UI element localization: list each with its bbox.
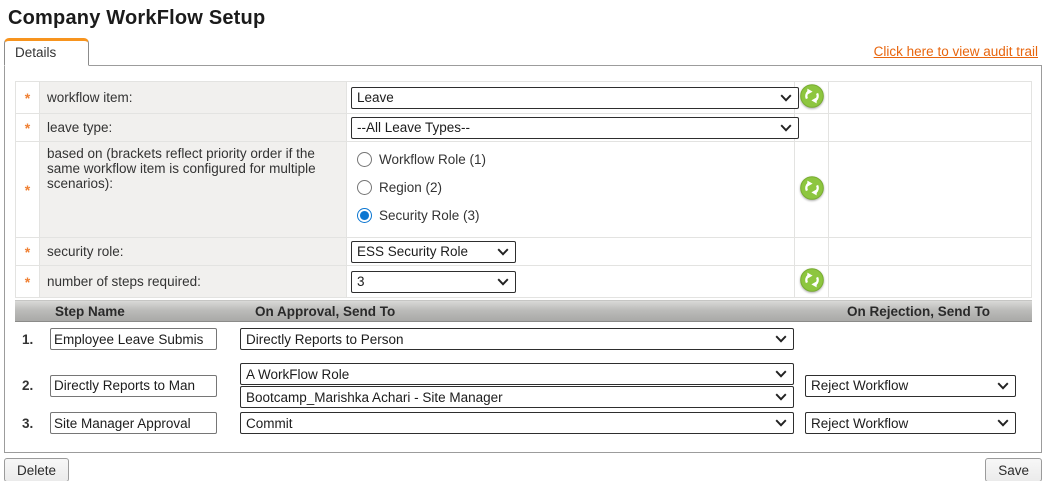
workflow-form: * workflow item: Leave <box>15 81 1032 298</box>
step-1-approval-select[interactable]: Directly Reports to Person <box>240 328 794 350</box>
step-2-approval-role-select[interactable]: Bootcamp_Marishka Achari - Site Manager <box>240 386 794 408</box>
radio-region[interactable]: Region (2) <box>357 180 790 195</box>
step-number: 1. <box>22 331 34 347</box>
radio-workflow-role[interactable]: Workflow Role (1) <box>357 152 790 167</box>
details-panel: * workflow item: Leave <box>4 65 1042 453</box>
form-row-based-on: * based on (brackets reflect priority or… <box>15 141 1032 238</box>
delete-button[interactable]: Delete <box>4 458 70 481</box>
step-1-name-input[interactable] <box>50 328 217 350</box>
form-row-steps-required: * number of steps required: 3 <box>15 265 1032 298</box>
required-asterisk: * <box>24 181 31 198</box>
header-on-rejection: On Rejection, Send To <box>846 303 990 319</box>
audit-trail-link[interactable]: Click here to view audit trail <box>873 44 1038 59</box>
step-row-1: 1. Directly Reports to Person <box>15 328 1032 350</box>
refresh-workflow-item-button[interactable] <box>799 83 825 109</box>
steps-required-select[interactable]: 3 <box>351 270 516 293</box>
page-title: Company WorkFlow Setup <box>8 7 266 29</box>
workflow-item-select[interactable]: Leave <box>351 86 799 109</box>
step-3-name-input[interactable] <box>50 412 217 434</box>
leave-type-label: leave type: <box>47 120 113 135</box>
step-number: 3. <box>22 415 34 431</box>
security-role-select[interactable]: ESS Security Role <box>351 240 516 263</box>
steps-required-label: number of steps required: <box>47 274 201 289</box>
refresh-icon <box>799 84 824 108</box>
save-button[interactable]: Save <box>985 458 1042 481</box>
refresh-icon <box>799 268 824 292</box>
radio-security-role[interactable]: Security Role (3) <box>357 208 790 223</box>
form-row-security-role: * security role: ESS Security Role <box>15 237 1032 266</box>
step-2-approval-select[interactable]: A WorkFlow Role <box>240 363 794 385</box>
action-bar: Delete Save <box>4 458 1042 481</box>
leave-type-select[interactable]: --All Leave Types-- <box>351 116 799 139</box>
tab-details[interactable]: Details <box>4 38 89 66</box>
refresh-steps-button[interactable] <box>799 267 825 293</box>
workflow-item-label: workflow item: <box>47 90 133 105</box>
required-asterisk: * <box>24 243 31 260</box>
refresh-icon <box>799 176 824 200</box>
required-asterisk: * <box>24 119 31 136</box>
header-on-approval: On Approval, Send To <box>255 303 396 319</box>
based-on-label: based on (brackets reflect priority orde… <box>47 146 316 191</box>
header-step-name: Step Name <box>55 303 125 319</box>
step-2-name-input[interactable] <box>50 374 217 397</box>
form-row-leave-type: * leave type: --All Leave Types-- <box>15 113 1032 142</box>
step-3-rejection-select[interactable]: Reject Workflow <box>805 412 1016 434</box>
required-asterisk: * <box>24 273 31 290</box>
required-asterisk: * <box>24 89 31 106</box>
step-3-approval-select[interactable]: Commit <box>240 412 794 434</box>
form-row-workflow-item: * workflow item: Leave <box>15 81 1032 114</box>
radio-workflow-role-label: Workflow Role (1) <box>379 152 487 167</box>
based-on-radio-group: Workflow Role (1) Region (2) Security Ro… <box>351 144 790 229</box>
security-role-label: security role: <box>47 244 124 259</box>
step-2-rejection-select[interactable]: Reject Workflow <box>805 374 1016 397</box>
steps-section: Step Name On Approval, Send To On Reject… <box>15 300 1032 434</box>
tab-bar: Details Click here to view audit trail <box>4 36 1042 66</box>
radio-region-input[interactable] <box>357 180 372 195</box>
radio-security-role-label: Security Role (3) <box>379 208 480 223</box>
refresh-based-on-button[interactable] <box>799 175 825 201</box>
step-number: 2. <box>22 378 34 393</box>
step-row-3: 3. Commit Reject Workflow <box>15 412 1032 434</box>
step-row-2: 2. A WorkFlow Role Bootcamp_Marishka Ach… <box>15 363 1032 408</box>
radio-workflow-role-input[interactable] <box>357 152 372 167</box>
radio-region-label: Region (2) <box>379 180 443 195</box>
steps-table-header: Step Name On Approval, Send To On Reject… <box>15 300 1032 322</box>
radio-security-role-input[interactable] <box>357 208 372 223</box>
